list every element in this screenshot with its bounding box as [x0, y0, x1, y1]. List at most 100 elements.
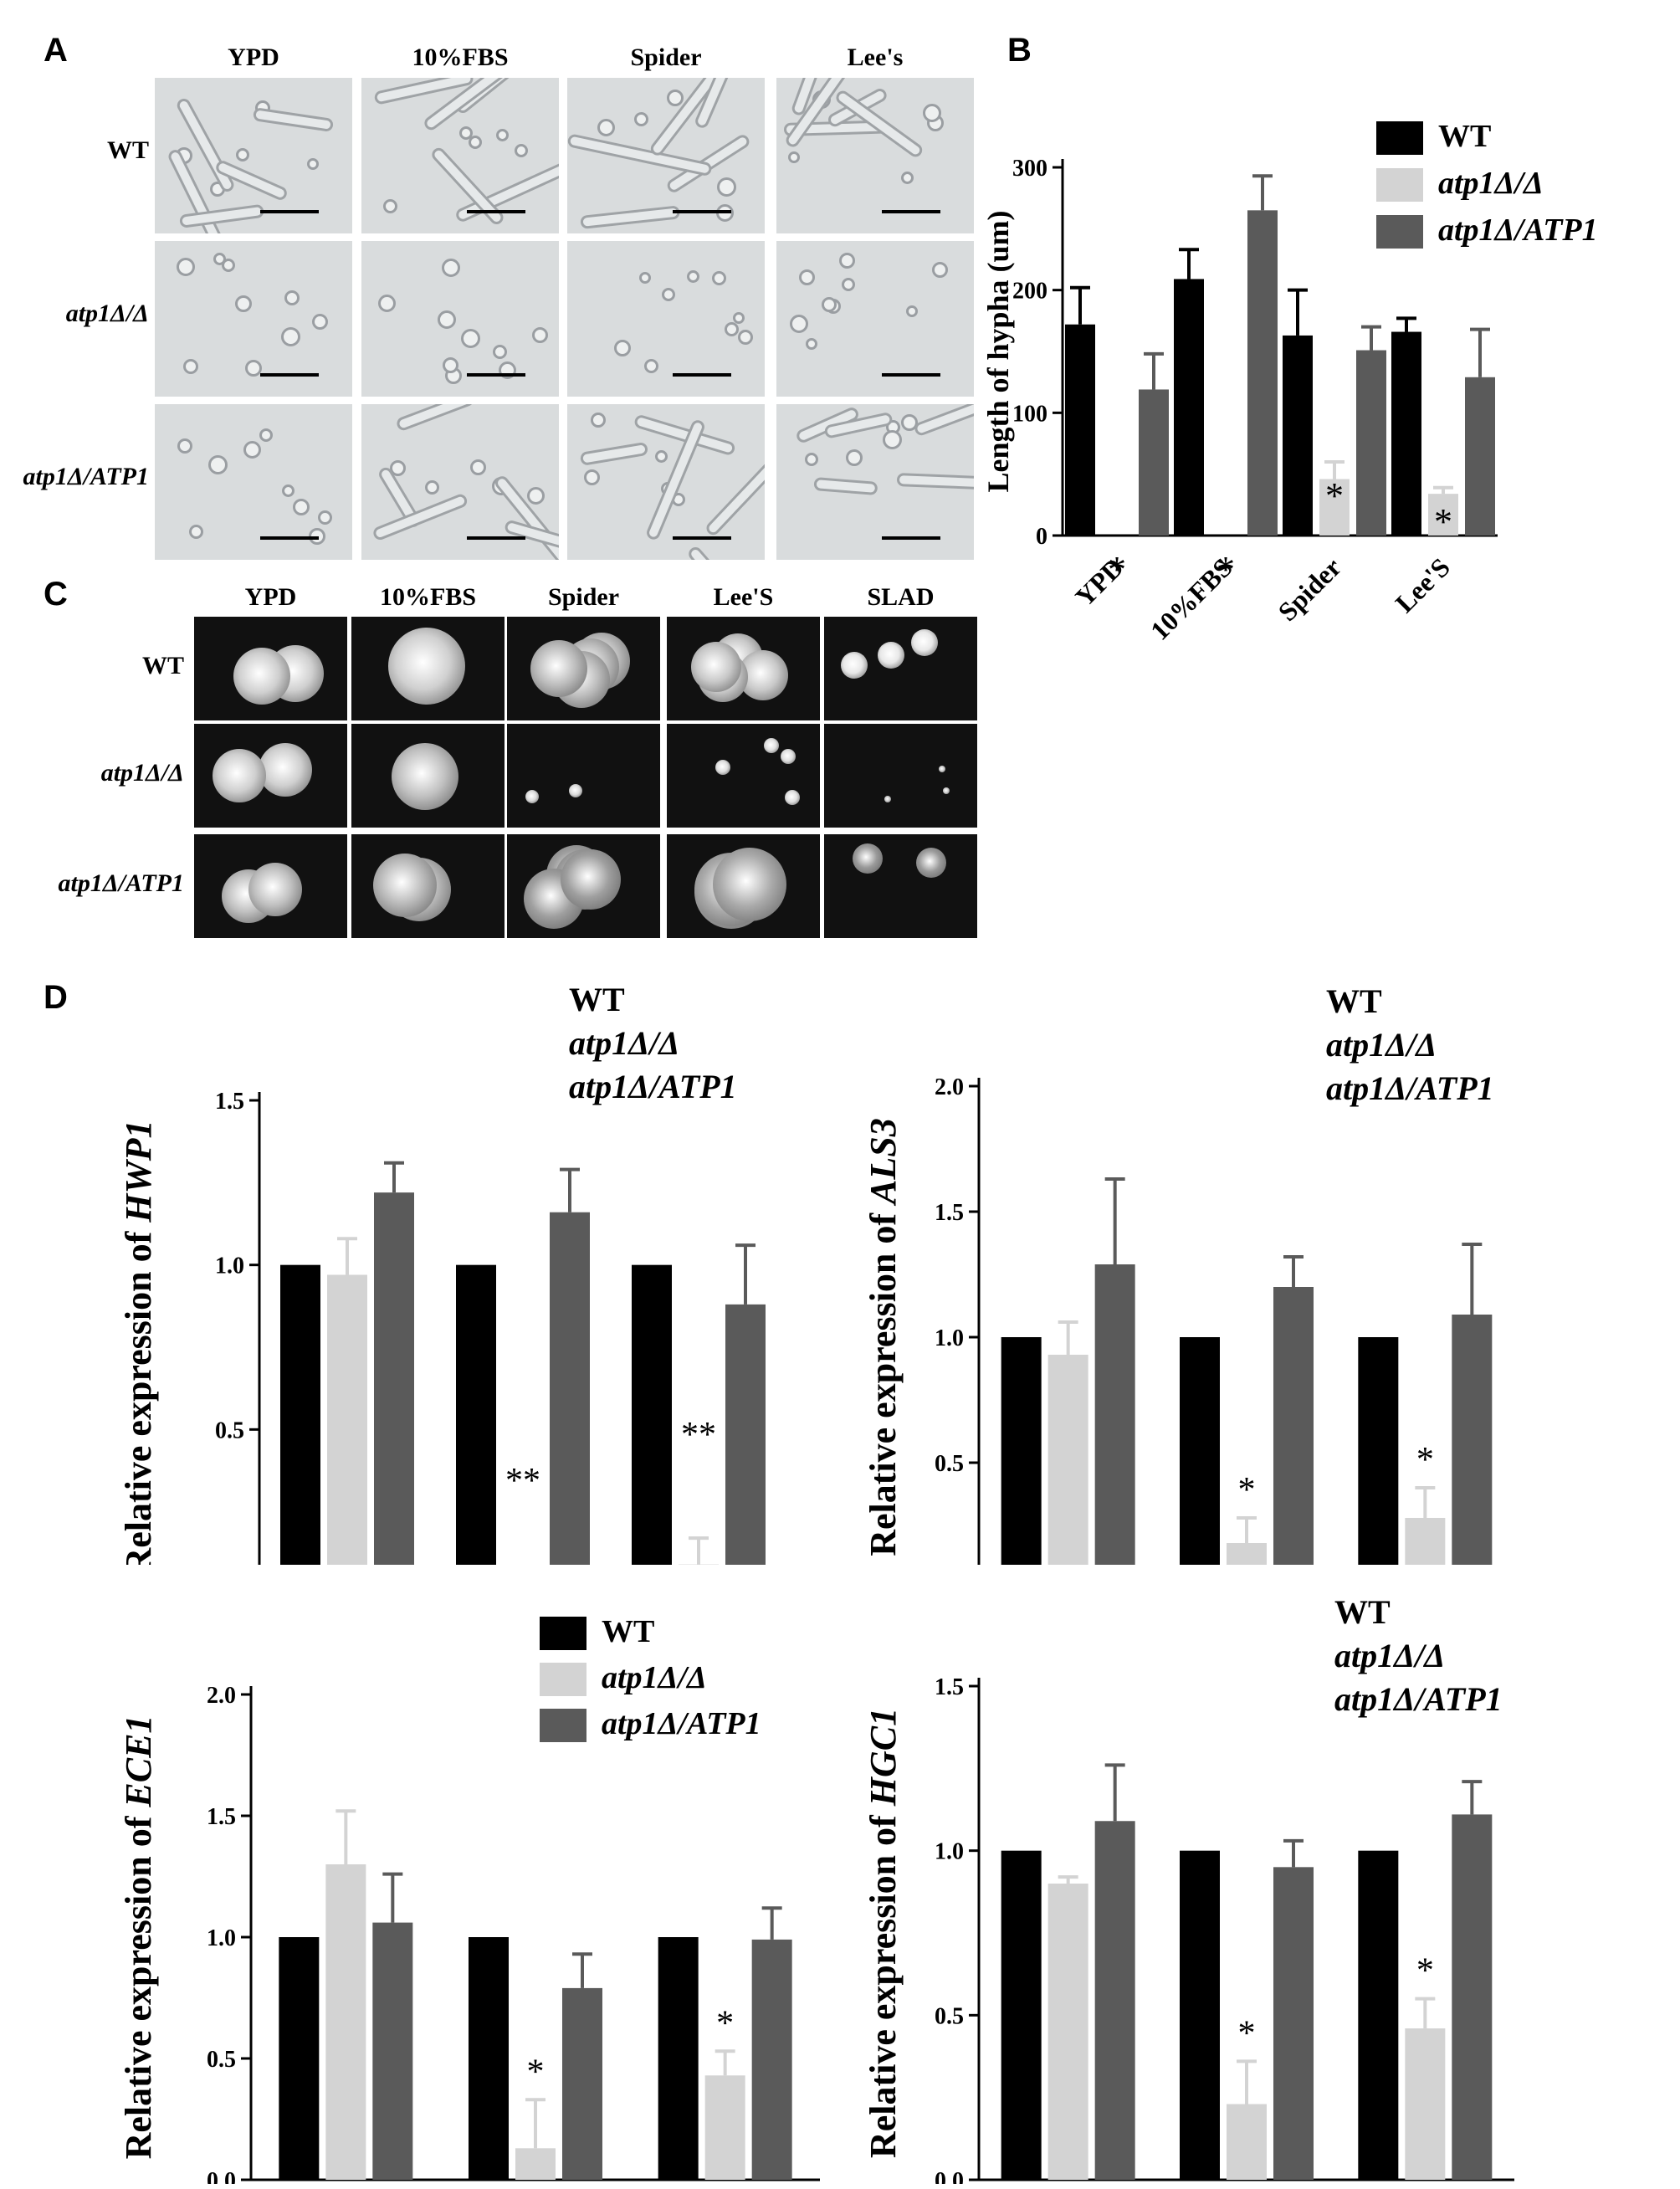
- yeast-cell: [900, 171, 914, 184]
- y-axis-label-text: Relative expression of: [863, 1204, 904, 1556]
- bar-wt-spider: [1180, 1337, 1220, 1565]
- micrograph-image: [155, 404, 352, 560]
- micrograph-row-label: atp1Δ/ATP1: [23, 463, 149, 490]
- yeast-cell: [882, 429, 902, 449]
- yeast-cell: [292, 499, 310, 516]
- colony-row-header: atp1Δ/Δ: [8, 759, 184, 787]
- panel-letter-a: A: [44, 32, 68, 69]
- bar-wt-ypd-10-fbs: [632, 1264, 672, 1565]
- yeast-cell: [711, 271, 726, 286]
- colony-row-header: atp1Δ/ATP1: [8, 869, 184, 898]
- yeast-cell: [789, 315, 808, 334]
- y-tick-label: 2.0: [207, 1683, 236, 1709]
- yeast-cell: [515, 143, 529, 157]
- micrograph-image: [361, 241, 559, 397]
- colony: [884, 795, 891, 802]
- bar-atp1-atp1-ypd: [374, 1192, 414, 1565]
- colony: [712, 848, 786, 922]
- bar-wt-spider: [456, 1264, 496, 1565]
- micrograph-column-header: 10%FBS: [412, 44, 509, 71]
- yeast-cell: [666, 89, 684, 106]
- hypha: [371, 492, 469, 541]
- y-axis-label-gene: ECE1: [118, 1715, 159, 1808]
- legend-text-entry: WT: [1334, 1593, 1391, 1631]
- yeast-cell: [318, 510, 333, 525]
- colony: [525, 790, 540, 804]
- colony: [915, 848, 946, 879]
- colony: [391, 743, 458, 811]
- panel-letter-c: C: [44, 576, 68, 613]
- hypha: [253, 106, 335, 132]
- yeast-cell: [311, 314, 328, 331]
- colony: [373, 853, 438, 917]
- y-axis-label-text: Relative expression of: [118, 1807, 159, 2160]
- y-axis-label: Length of hypha (um): [981, 210, 1015, 492]
- micrograph-row-header: atp1Δ/ATP1: [17, 463, 149, 491]
- legend-label-atp1: atp1Δ/Δ: [1438, 166, 1544, 201]
- significance-marker: *: [716, 2004, 734, 2043]
- hypha: [178, 203, 265, 228]
- colony: [213, 748, 267, 802]
- hypha: [395, 404, 476, 433]
- micrograph-row-label: atp1Δ/Δ: [65, 300, 149, 327]
- yeast-cell: [662, 287, 676, 301]
- scale-bar: [673, 210, 731, 213]
- micrograph-row-header: atp1Δ/Δ: [17, 300, 149, 328]
- legend-text-entry: atp1Δ/Δ: [569, 1024, 679, 1062]
- colony-plate-image: [194, 617, 347, 720]
- bar-atp1-atp1-spider: [1273, 1287, 1314, 1565]
- yeast-cell: [906, 305, 919, 317]
- yeast-cell: [584, 469, 601, 485]
- yeast-cell: [821, 296, 837, 312]
- yeast-cell: [177, 438, 192, 454]
- colony-column-header: Spider: [547, 583, 620, 611]
- bar-atp1-atp1-spider: [562, 1987, 602, 2180]
- y-tick-label: 0.0: [207, 2168, 236, 2184]
- panel-d-hwp1-chart: 0.00.51.01.5YPD**Spider**YPD+10%FBSRelat…: [118, 981, 766, 1565]
- hypha: [896, 472, 974, 490]
- legend-label-wt: WT: [1438, 119, 1491, 154]
- yeast-cell: [259, 428, 273, 443]
- micrograph-image: [567, 78, 765, 233]
- bar-wt-spider: [469, 1937, 509, 2180]
- micrograph-image: [567, 404, 765, 560]
- bar-atp1-atp1-ypd-10-fbs: [1452, 1315, 1493, 1565]
- colony-plate-image: [824, 617, 977, 720]
- bar-atp1-ypd: [1047, 1355, 1088, 1565]
- y-tick-label: 0.0: [935, 2168, 964, 2184]
- colony: [841, 652, 868, 679]
- y-tick-label: 0.5: [935, 1451, 964, 1477]
- yeast-cell: [591, 413, 607, 428]
- colony-column-header: YPD: [244, 583, 297, 611]
- y-tick-label: 1.5: [935, 1674, 964, 1700]
- bar-atp1-spider: [515, 2148, 556, 2180]
- bar-atp1-ypd: [1047, 1884, 1088, 2180]
- bar-atp1-atp1-ypd-10-fbs: [751, 1939, 792, 2180]
- scale-bar: [260, 536, 319, 540]
- bar-atp1-atp1-spider: [1356, 350, 1386, 536]
- significance-marker: *: [1238, 2014, 1256, 2053]
- micrograph-image: [361, 404, 559, 560]
- scale-bar: [882, 210, 940, 213]
- y-tick-label: 2.0: [935, 1074, 964, 1100]
- legend-swatch-atp1-atp1: [1376, 215, 1423, 249]
- yeast-cell: [724, 322, 739, 337]
- yeast-cell: [613, 340, 631, 357]
- yeast-cell: [438, 310, 457, 329]
- yeast-cell: [493, 345, 508, 360]
- colony-row-header: WT: [8, 652, 184, 680]
- yeast-cell: [235, 147, 249, 161]
- colony-row-label: atp1Δ/Δ: [100, 759, 184, 787]
- micrograph-row-header: WT: [17, 136, 149, 165]
- colony: [853, 843, 884, 874]
- bar-atp1-spider: [1319, 479, 1350, 536]
- y-tick-label: 0: [1036, 524, 1047, 550]
- yeast-cell: [788, 151, 801, 164]
- x-category-label: Lee'S: [1389, 551, 1456, 618]
- y-tick-label: 0.5: [935, 2003, 964, 2029]
- yeast-cell: [284, 290, 300, 306]
- bar-atp1-lee-s: [1428, 494, 1458, 536]
- bar-atp1-atp1-spider: [550, 1212, 590, 1565]
- yeast-cell: [469, 135, 483, 149]
